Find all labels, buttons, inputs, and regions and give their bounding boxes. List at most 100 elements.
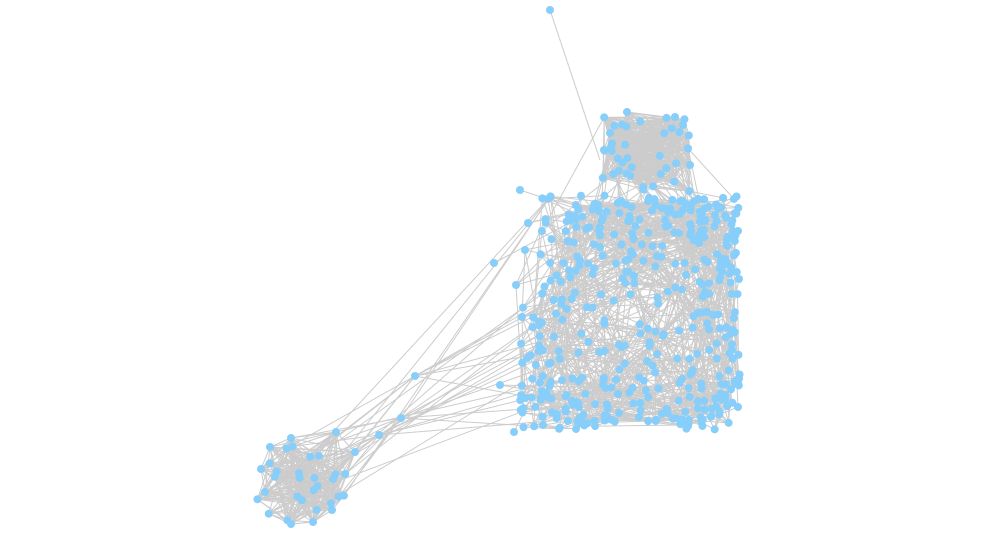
graph-node [668,195,677,204]
graph-edge [667,316,694,414]
graph-edge [549,307,588,387]
graph-node [531,402,540,411]
graph-edge [609,132,677,164]
edges-layer [256,9,740,525]
graph-node [620,359,629,368]
graph-node [721,255,730,264]
graph-edge [309,196,551,457]
graph-node [561,227,570,236]
graph-edge [687,354,739,426]
graph-node [686,161,694,169]
graph-edge [595,424,689,427]
graph-edge [540,220,631,255]
graph-node [314,451,323,460]
graph-edge [649,341,710,351]
graph-node [568,374,577,383]
graph-edge [533,316,641,335]
graph-edge [264,491,314,523]
graph-node [649,182,658,191]
graph-node [265,459,274,468]
graph-node [635,215,644,224]
graph-edge [615,175,631,264]
graph-node [559,259,568,268]
graph-edge [313,196,551,491]
graph-node [705,345,714,354]
graph-node [641,386,650,395]
graph-node [654,299,663,308]
graph-node [675,378,684,387]
graph-edge [615,358,717,381]
graph-node [705,325,714,334]
graph-node [651,368,660,377]
graph-node [552,414,561,423]
graph-node [677,285,686,294]
graph-node [570,288,579,297]
graph-node [564,266,573,275]
graph-node [724,366,733,375]
graph-edge [331,451,356,511]
graph-node [518,358,527,367]
graph-node [576,191,585,200]
graph-edge [547,195,605,200]
graph-node [639,185,648,194]
graph-edge [561,271,629,320]
graph-node [700,195,709,204]
graph-edge [592,273,615,302]
graph-node [543,194,552,203]
graph-node [627,203,636,212]
graph-edge [577,352,596,405]
graph-node [735,374,744,383]
graph-node [693,404,702,413]
graph-node [671,210,680,219]
graph-node [731,209,739,217]
graph-node [636,117,645,126]
graph-edge [260,417,402,470]
graph-edge [577,341,650,404]
graph-node [686,206,695,215]
graph-edge [520,280,552,344]
graph-node [636,329,645,338]
graph-edge [649,312,699,346]
graph-edge [521,282,635,318]
graph-edge [400,321,540,419]
graph-edge [681,288,736,313]
graph-node [287,434,295,442]
graph-node [295,469,304,478]
graph-node [594,206,603,215]
graph-node [612,375,621,384]
graph-node [685,393,694,402]
graph-edge [629,220,694,317]
graph-node [552,271,561,280]
graph-node [332,428,340,436]
graph-node [693,397,702,406]
graph-edge [612,173,676,288]
graph-node [574,348,583,357]
graph-node [583,419,592,428]
graph-node [661,215,670,224]
graph-node [686,221,695,230]
graph-node [643,357,652,366]
graph-edge [689,190,724,199]
graph-edge [603,149,677,164]
graph-edge [663,132,691,166]
graph-node [375,431,383,439]
graph-node [517,313,526,322]
graph-node [298,496,307,505]
graph-node [636,406,645,415]
graph-edge [299,451,356,479]
graph-node [603,404,612,413]
graph-node [527,393,536,402]
graph-node [554,347,563,356]
graph-node [721,390,730,399]
graph-node [517,339,526,348]
graph-node [735,275,743,283]
graph-node [517,391,526,400]
graph-node [312,505,321,514]
graph-node [651,327,660,336]
graph-node [594,226,603,235]
graph-node [615,209,624,218]
graph-edge [276,431,337,472]
graph-node [526,351,535,360]
graph-edge [674,287,716,399]
